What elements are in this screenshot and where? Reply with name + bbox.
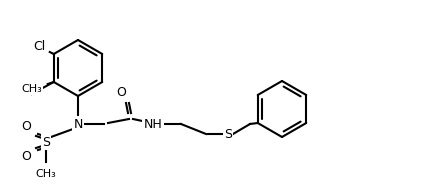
Text: O: O	[21, 151, 31, 164]
Text: S: S	[224, 127, 232, 141]
Text: N: N	[73, 118, 83, 131]
Text: CH₃: CH₃	[36, 169, 56, 179]
Text: O: O	[21, 121, 31, 133]
Text: S: S	[42, 136, 50, 148]
Text: CH₃: CH₃	[21, 84, 42, 94]
Text: Cl: Cl	[33, 41, 46, 54]
Text: NH: NH	[144, 118, 162, 131]
Text: O: O	[116, 85, 126, 98]
